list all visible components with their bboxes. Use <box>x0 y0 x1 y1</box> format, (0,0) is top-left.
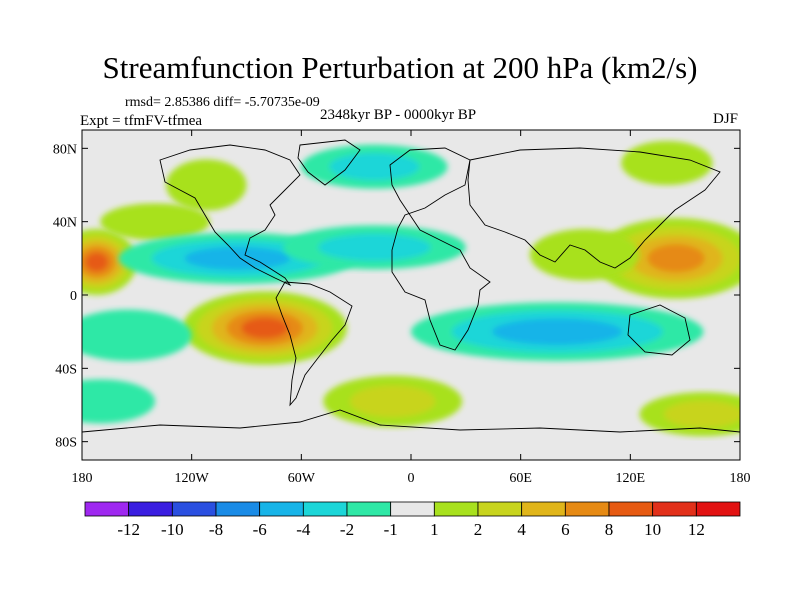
colorbar-label: -6 <box>253 520 267 539</box>
colorbar-swatch <box>695 501 741 517</box>
x-tick-label: 180 <box>730 471 751 486</box>
colorbar-label: -2 <box>340 520 354 539</box>
contour-level <box>621 141 713 185</box>
y-tick-label: 80S <box>55 436 77 451</box>
y-tick-label: 80N <box>53 142 77 157</box>
anomaly-region <box>593 218 740 299</box>
y-tick-label: 40S <box>55 362 77 377</box>
x-tick-label: 120E <box>616 471 646 486</box>
period-label: 2348kyr BP - 0000kyr BP <box>320 107 477 123</box>
anomaly-region <box>301 144 448 189</box>
anomaly-region <box>411 302 704 361</box>
contour-level <box>647 244 705 273</box>
anomaly-region <box>529 229 640 281</box>
colorbar-swatch <box>215 501 261 517</box>
contour-level <box>529 229 640 281</box>
colorbar: -12 -10 -8 -6 -4 -2 -1 1 2 4 6 8 10 12 <box>84 501 741 539</box>
anomaly-region <box>100 203 210 241</box>
colorbar-label: -1 <box>384 520 398 539</box>
colorbar-swatch <box>608 501 654 517</box>
colorbar-swatch <box>564 501 610 517</box>
anomaly-region <box>82 379 156 424</box>
anomaly-region <box>82 309 192 361</box>
contour-level <box>492 318 623 345</box>
colorbar-label: 12 <box>688 520 705 539</box>
colorbar-swatch <box>346 501 392 517</box>
anomaly-region <box>182 291 348 365</box>
colorbar-label: 6 <box>561 520 570 539</box>
colorbar-swatch <box>652 501 697 517</box>
x-tick-label: 0 <box>408 471 415 486</box>
colorbar-label: -4 <box>296 520 311 539</box>
x-tick-label: 120W <box>175 471 210 486</box>
colorbar-swatch <box>259 501 304 517</box>
stats-line: rmsd= 2.85386 diff= -5.70735e-09 <box>125 95 320 110</box>
anomaly-region <box>639 392 740 437</box>
colorbar-label: -8 <box>209 520 223 539</box>
colorbar-label: 4 <box>517 520 526 539</box>
x-axis-ticks: 180 120W 60W 0 60E 120E 180 <box>72 130 751 486</box>
contour-level <box>184 246 291 270</box>
anomaly-region <box>82 229 137 295</box>
contour-level <box>100 203 210 241</box>
contour-level <box>318 233 431 261</box>
y-tick-label: 0 <box>70 289 77 304</box>
colorbar-swatch <box>433 501 479 517</box>
colorbar-swatch <box>128 501 173 517</box>
chart-title: Streamfunction Perturbation at 200 hPa (… <box>102 50 698 85</box>
contour-level <box>349 385 436 418</box>
colorbar-label: 1 <box>430 520 439 539</box>
colorbar-swatch <box>302 501 348 517</box>
colorbar-swatch <box>84 501 130 517</box>
colorbar-swatch <box>521 501 566 517</box>
colorbar-label: 10 <box>644 520 661 539</box>
season-label: DJF <box>712 111 738 127</box>
colorbar-swatch <box>171 501 217 517</box>
x-tick-label: 60W <box>288 471 316 486</box>
colorbar-swatch <box>390 501 435 517</box>
x-tick-label: 180 <box>72 471 93 486</box>
anomaly-region <box>323 375 463 428</box>
coastlines <box>82 139 740 433</box>
colorbar-label: -12 <box>117 520 140 539</box>
y-tick-label: 40N <box>53 216 77 231</box>
colorbar-label: -10 <box>161 520 184 539</box>
contour-level <box>166 159 247 211</box>
contour-level <box>85 252 109 272</box>
anomaly-regions <box>82 141 740 437</box>
colorbar-label: 2 <box>474 520 483 539</box>
contour-level <box>241 317 289 339</box>
y-axis-ticks: 80N 40N 0 40S 80S <box>53 142 740 451</box>
contour-level <box>82 379 156 424</box>
experiment-label: Expt = tfmFV-tfmea <box>80 113 203 129</box>
contour-level <box>82 309 192 361</box>
contour-level <box>664 400 740 428</box>
x-tick-label: 60E <box>509 471 532 486</box>
colorbar-swatch <box>477 501 523 517</box>
contour-level <box>329 153 420 181</box>
colorbar-label: 8 <box>605 520 614 539</box>
anomaly-region <box>621 141 713 185</box>
anomaly-region <box>283 225 466 270</box>
anomaly-region <box>166 159 247 211</box>
